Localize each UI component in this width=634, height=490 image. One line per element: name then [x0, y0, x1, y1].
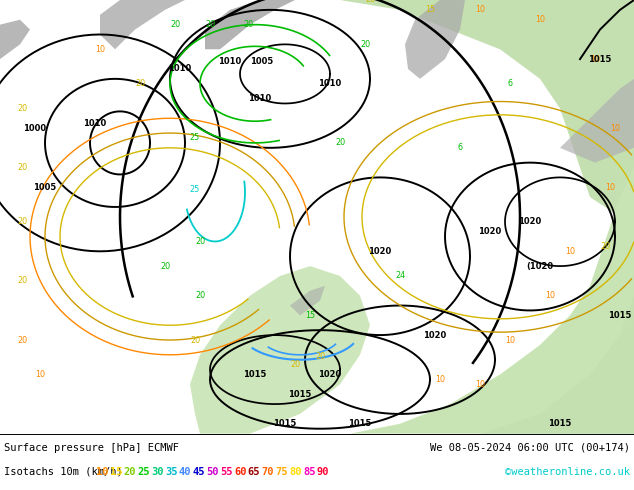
Text: 80: 80	[289, 467, 302, 477]
Text: 20: 20	[124, 467, 136, 477]
Text: 1020: 1020	[368, 247, 392, 256]
Polygon shape	[0, 20, 30, 59]
Text: 1005: 1005	[34, 183, 56, 192]
Text: 10: 10	[35, 370, 45, 379]
Polygon shape	[100, 0, 185, 49]
Text: 60: 60	[234, 467, 247, 477]
Text: 90: 90	[317, 467, 329, 477]
Text: 10: 10	[475, 380, 485, 389]
Text: 10: 10	[96, 467, 108, 477]
Text: 10: 10	[545, 291, 555, 300]
Text: ©weatheronline.co.uk: ©weatheronline.co.uk	[505, 467, 630, 477]
Text: 10: 10	[535, 15, 545, 24]
Text: 10: 10	[505, 336, 515, 344]
Text: 20: 20	[195, 237, 205, 246]
Text: 6: 6	[458, 144, 462, 152]
Text: 20: 20	[360, 40, 370, 49]
Text: 1020: 1020	[519, 217, 541, 226]
Text: 70: 70	[262, 467, 274, 477]
Polygon shape	[560, 79, 634, 163]
Polygon shape	[350, 168, 634, 434]
Text: 25: 25	[190, 133, 200, 143]
Text: 15: 15	[425, 5, 435, 14]
Text: 1020: 1020	[424, 331, 446, 340]
Text: 20: 20	[335, 138, 345, 147]
Text: 30: 30	[151, 467, 164, 477]
Text: (1020: (1020	[526, 262, 553, 270]
Text: 1015: 1015	[348, 419, 372, 428]
Text: 20: 20	[135, 79, 145, 88]
Text: 1010: 1010	[218, 57, 242, 66]
Text: 20: 20	[315, 352, 325, 361]
Text: 20: 20	[17, 276, 27, 285]
Text: 15: 15	[110, 467, 122, 477]
Polygon shape	[290, 286, 325, 316]
Text: 20: 20	[17, 104, 27, 113]
Text: 55: 55	[220, 467, 233, 477]
Text: 10: 10	[610, 123, 620, 133]
Text: 50: 50	[207, 467, 219, 477]
Text: 20: 20	[290, 360, 300, 369]
Text: 1005: 1005	[250, 57, 274, 66]
Text: 10: 10	[605, 183, 615, 192]
Text: 1000: 1000	[23, 123, 46, 133]
Polygon shape	[405, 0, 465, 79]
Text: 1015: 1015	[273, 419, 297, 428]
Text: 1015: 1015	[608, 311, 631, 320]
Text: 20: 20	[17, 217, 27, 226]
Text: 1010: 1010	[169, 65, 191, 74]
Text: 45: 45	[193, 467, 205, 477]
Text: 1015: 1015	[288, 390, 312, 399]
Text: 20: 20	[195, 291, 205, 300]
Text: 1010: 1010	[318, 79, 342, 88]
Text: 10: 10	[435, 375, 445, 384]
Polygon shape	[480, 295, 634, 434]
Text: 20: 20	[160, 262, 170, 270]
Text: Surface pressure [hPa] ECMWF: Surface pressure [hPa] ECMWF	[4, 443, 179, 453]
Polygon shape	[190, 266, 370, 434]
Text: 24: 24	[395, 271, 405, 280]
Text: 1015: 1015	[243, 370, 267, 379]
Text: We 08-05-2024 06:00 UTC (00+174): We 08-05-2024 06:00 UTC (00+174)	[430, 443, 630, 453]
Text: 85: 85	[303, 467, 316, 477]
Text: 20: 20	[17, 336, 27, 344]
Text: 10: 10	[565, 247, 575, 256]
Text: 10: 10	[475, 5, 485, 14]
Text: 1020: 1020	[479, 227, 501, 236]
Text: 20: 20	[365, 0, 375, 4]
Text: 75: 75	[275, 467, 288, 477]
Text: 20: 20	[243, 20, 253, 29]
Polygon shape	[205, 0, 295, 49]
Text: 10: 10	[590, 54, 600, 64]
Text: 20: 20	[170, 20, 180, 29]
Text: 20: 20	[600, 242, 610, 251]
Text: 40: 40	[179, 467, 191, 477]
Text: 20: 20	[190, 336, 200, 344]
Text: 10: 10	[95, 45, 105, 54]
Text: 20: 20	[205, 20, 215, 29]
Text: 6: 6	[507, 79, 512, 88]
Text: 1020: 1020	[318, 370, 342, 379]
Text: 35: 35	[165, 467, 178, 477]
Text: 1015: 1015	[588, 54, 612, 64]
Text: 1015: 1015	[548, 419, 572, 428]
Text: 1010: 1010	[84, 119, 107, 128]
Text: Isotachs 10m (km/h): Isotachs 10m (km/h)	[4, 467, 123, 477]
Polygon shape	[280, 0, 634, 237]
Text: 20: 20	[17, 163, 27, 172]
Text: 65: 65	[248, 467, 261, 477]
Text: 1010: 1010	[249, 94, 271, 103]
Text: 25: 25	[138, 467, 150, 477]
Text: 25: 25	[190, 185, 200, 194]
Text: 15: 15	[305, 311, 315, 320]
